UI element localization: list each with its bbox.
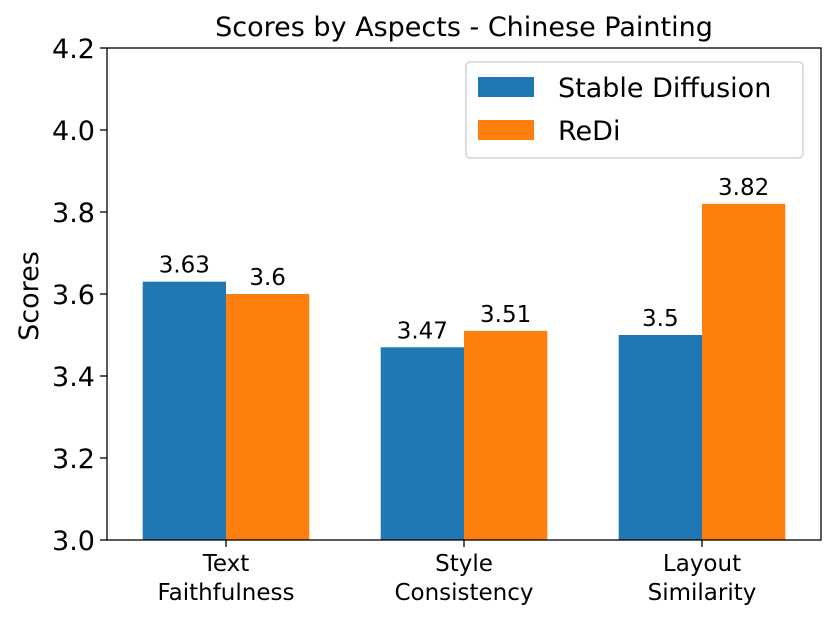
bar-value-label: 3.5 (642, 306, 679, 332)
bar (226, 294, 310, 540)
bar-value-label: 3.63 (159, 253, 210, 279)
legend-box (465, 61, 804, 159)
legend: Stable Diffusion ReDi (465, 61, 804, 159)
legend-swatch (478, 120, 534, 140)
y-axis: 3.0 3.2 3.4 3.6 3.8 4.0 4.2 (52, 34, 107, 557)
bar (618, 335, 702, 540)
bars (142, 203, 786, 541)
x-tick-label: Consistency (394, 580, 533, 606)
x-tick-label: Layout (663, 551, 741, 577)
y-tick-label: 3.6 (52, 280, 95, 311)
legend-label: Stable Diffusion (558, 73, 771, 104)
x-tick-label: Style (435, 551, 493, 577)
legend-swatch (478, 77, 534, 97)
plot-frame (106, 47, 822, 541)
y-tick-label: 3.2 (52, 444, 95, 475)
bar (702, 203, 786, 541)
x-tick-label: Text (202, 551, 250, 577)
bar (380, 347, 464, 540)
bar-value-label: 3.82 (718, 175, 769, 201)
x-axis: Text Faithfulness Style Consistency Layout Si… (158, 540, 757, 606)
bar (464, 330, 548, 540)
y-axis-label: Scores (14, 251, 45, 341)
bar-value-label: 3.47 (397, 318, 448, 344)
data-labels: 3.63 3.6 3.47 3.51 3.5 3.82 (159, 175, 770, 344)
bar-value-label: 3.51 (480, 302, 531, 328)
y-tick-label: 4.0 (52, 116, 95, 147)
legend-label: ReDi (558, 116, 620, 147)
x-tick-label: Faithfulness (158, 580, 295, 606)
y-tick-label: 3.4 (52, 362, 95, 393)
bar (142, 281, 226, 540)
y-tick-label: 3.8 (52, 198, 95, 229)
y-tick-label: 3.0 (52, 526, 95, 557)
chart-title: Scores by Aspects - Chinese Painting (215, 12, 713, 43)
y-tick-label: 4.2 (52, 34, 95, 65)
x-tick-label: Similarity (648, 580, 757, 606)
bar-value-label: 3.6 (249, 265, 286, 291)
